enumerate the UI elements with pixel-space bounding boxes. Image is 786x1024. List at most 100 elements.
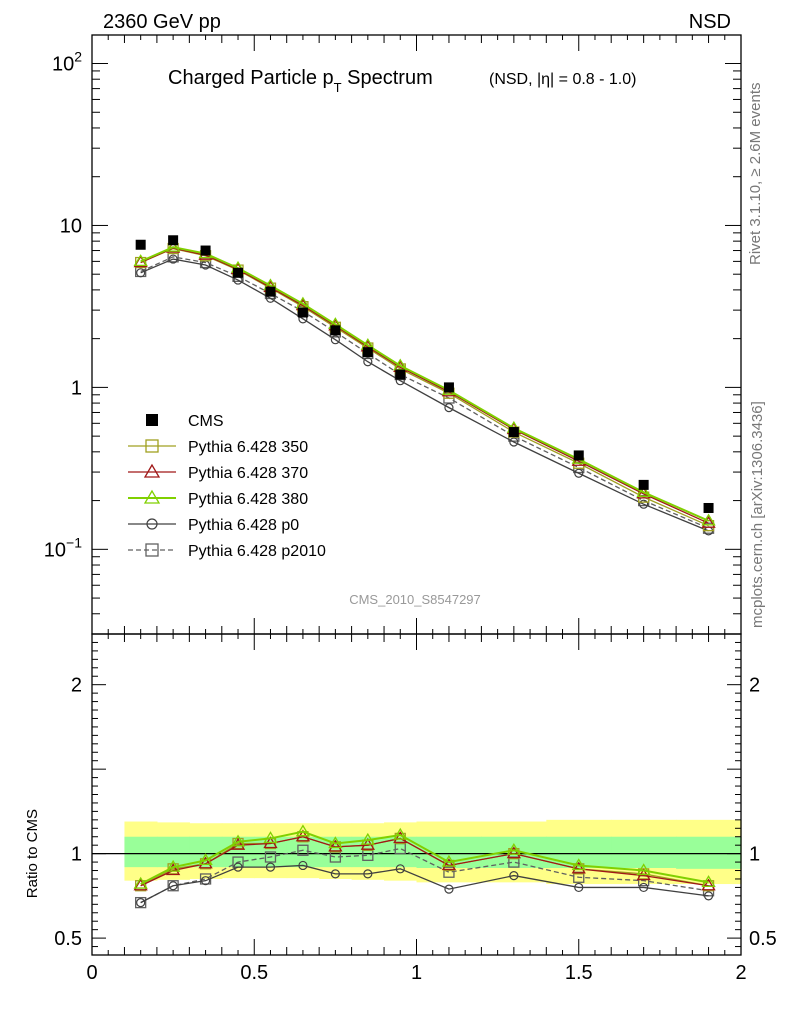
ratio-point-p0 [168,881,178,891]
ratio-frame [91,633,742,956]
mcplots-info: mcplots.cern.ch [arXiv:1306.3436] [749,401,766,628]
ratio-point-p0 [574,882,584,893]
data-point-cms [703,502,714,513]
ratio-point-p380 [441,854,457,867]
ratio-point-p380 [393,827,408,840]
ratio-point-p0 [136,898,146,908]
data-point-p0 [136,268,146,278]
ratio-y-tick-label: 2 [71,675,82,697]
ratio-point-p380 [328,836,343,849]
ratio-point-p380 [360,832,375,845]
legend-label-p380: Pythia 6.428 380 [188,491,308,508]
ratio-point-p380 [701,875,716,888]
ratio-point-p380 [295,824,311,837]
ratio-band-stat [676,836,742,869]
data-point-cms [573,450,584,461]
legend-label-p370: Pythia 6.428 370 [188,465,308,482]
y-tick-label: 10−1 [44,534,82,561]
ratio-point-p370 [328,839,343,852]
y-tick-label: 1 [71,377,82,399]
ratio-point-p370 [441,858,457,871]
data-point-p380 [133,254,148,267]
legend-label-p2010: Pythia 6.428 p2010 [188,543,326,560]
legend-label-p0: Pythia 6.428 p0 [188,517,299,534]
x-tick-label: 0 [86,962,97,984]
plot-title-main: Charged Particle p [168,67,334,89]
ratio-point-p0 [330,869,340,879]
data-point-p0 [168,254,178,264]
data-point-cms [638,479,649,490]
ratio-point-p380 [263,831,278,844]
rivet-info: Rivet 3.1.10, ≥ 2.6M events [747,83,764,266]
data-point-cms [297,307,308,318]
data-point-cms [168,235,179,246]
ratio-point-p0 [395,864,405,874]
ratio-point-p370 [198,856,213,869]
ratio-y-axis-label: Ratio to CMS [24,809,41,898]
series-line-p2010 [140,256,709,529]
x-tick-label: 2 [735,962,746,984]
y-tick-label-base: 10 [44,539,66,561]
y-tick-label: 10 [60,215,82,237]
data-point-cms [330,325,341,336]
plot-title-subscript: T [334,80,342,95]
legend-marker-p350 [145,439,159,453]
ratio-y-tick-label-right: 1 [749,844,760,866]
ratio-point-p2010 [443,866,455,878]
ratio-y-tick-label-right: 2 [749,675,760,697]
data-point-p380 [701,513,716,526]
ratio-point-p370 [701,878,716,891]
legend-marker-p2010 [145,543,159,557]
ratio-y-tick-label: 1 [71,844,82,866]
legend-marker-p0 [146,518,158,530]
data-point-p0 [509,437,519,447]
ratio-point-p0 [265,862,276,872]
plot-title-condition: (NSD, |η| = 0.8 - 1.0) [489,71,636,88]
ratio-band-stat [481,836,547,868]
data-point-p380 [636,485,651,497]
ratio-point-p0 [703,891,714,901]
legend-label-cms: CMS [188,413,224,430]
data-point-cms [508,427,519,438]
ratio-point-p380 [198,853,213,866]
data-point-p370 [701,515,716,528]
x-tick-label: 1 [411,962,422,984]
legend-label-p350: Pythia 6.428 350 [188,439,308,456]
ratio-point-p0 [200,876,211,886]
data-point-cms [135,239,146,250]
ratio-point-p370 [506,846,521,859]
data-point-cms [443,382,454,393]
ratio-point-p0 [233,862,243,872]
y-tick-label-base: 10 [52,54,74,76]
data-point-cms [200,245,211,256]
ratio-point-p380 [133,876,148,889]
energy-label: 2360 GeV pp [103,11,221,33]
ratio-y-tick-label-right: 0.5 [749,928,777,950]
x-tick-label: 0.5 [240,962,268,984]
ratio-point-p0 [363,869,373,879]
ratio-point-p2010 [167,880,179,892]
data-point-cms [265,286,276,297]
plot-title-suffix: Spectrum [342,67,433,89]
ratio-point-p0 [509,870,519,881]
data-point-p0 [330,335,340,345]
ratio-point-p0 [298,860,308,871]
ratio-point-p370 [571,861,586,874]
ratio-y-tick-label: 0.5 [54,928,82,950]
y-tick-label-exponent: 2 [74,49,82,65]
legend-marker-p380 [143,489,161,504]
ratio-band-stat [611,836,677,868]
ratio-point-p0 [639,882,649,893]
ratio-point-p2010 [264,851,277,863]
ratio-point-p0 [444,884,454,894]
x-tick-label: 1.5 [565,962,593,984]
ratio-point-p370 [133,878,148,891]
ratio-point-p380 [165,859,181,872]
ratio-point-p2010 [135,896,147,909]
data-point-p0 [444,403,454,413]
ratio-line-p0 [140,864,709,904]
data-point-p380 [165,239,181,252]
data-point-cms [362,347,373,358]
